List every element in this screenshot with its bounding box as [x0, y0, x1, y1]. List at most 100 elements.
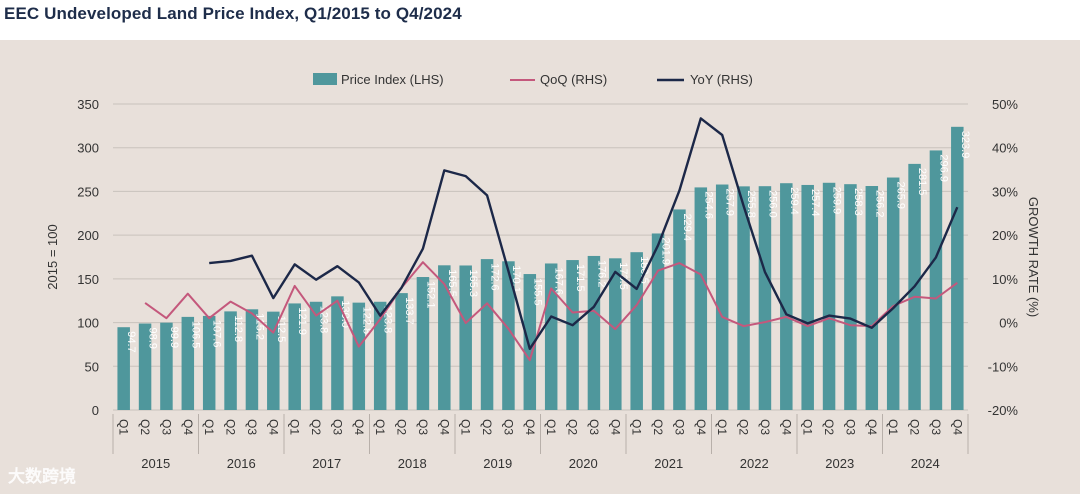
bar-value-label: 172.6 [489, 263, 501, 291]
quarter-label: Q4 [950, 419, 964, 435]
y2-tick-label: -20% [988, 403, 1019, 418]
price-index-bar [523, 274, 537, 410]
y2-tick-label: 10% [992, 272, 1018, 287]
quarter-label: Q2 [566, 419, 580, 435]
y2-tick-label: -10% [988, 359, 1019, 374]
bar-value-label: 165.3 [467, 269, 479, 297]
quarter-label: Q3 [929, 419, 943, 435]
bar-value-label: 171.5 [574, 264, 586, 292]
bar-value-label: 259.4 [788, 187, 800, 215]
price-index-bar [737, 186, 750, 410]
quarter-label: Q3 [330, 419, 344, 435]
quarter-label: Q4 [181, 419, 195, 435]
price-index-bar [587, 255, 601, 410]
quarter-label: Q3 [672, 419, 686, 435]
price-index-bar [309, 301, 323, 410]
price-index-bar [160, 322, 173, 410]
bar-value-label: 98.9 [147, 328, 159, 349]
price-index-bar [245, 309, 259, 410]
quarter-label: Q4 [694, 419, 708, 435]
price-index-bar [609, 258, 622, 410]
bar-value-label: 112.8 [232, 315, 244, 342]
bar-value-label: 265.9 [895, 182, 907, 210]
bar-value-label: 115.2 [253, 313, 265, 340]
price-index-bar [416, 277, 430, 410]
price-index-bar [566, 260, 579, 410]
price-index-bar [373, 301, 387, 410]
year-label: 2020 [569, 456, 598, 471]
quarter-label: Q1 [801, 419, 815, 435]
year-label: 2018 [398, 456, 427, 471]
price-index-bar [951, 126, 964, 411]
year-label: 2017 [312, 456, 341, 471]
legend-label-price-index: Price Index (LHS) [341, 72, 444, 87]
quarter-label: Q4 [608, 419, 622, 435]
bar-value-label: 112.5 [275, 316, 287, 343]
y-tick-label: 200 [77, 228, 99, 243]
price-index-bar [117, 327, 130, 410]
price-index-bar [715, 184, 729, 410]
price-index-bar [651, 233, 665, 410]
bar-value-label: 152.1 [424, 281, 436, 309]
quarter-label: Q2 [480, 419, 494, 435]
y2-tick-label: 50% [992, 97, 1018, 112]
quarter-label: Q2 [395, 419, 409, 435]
quarter-label: Q1 [715, 419, 729, 435]
y-tick-label: 300 [77, 141, 99, 156]
quarter-label: Q4 [779, 419, 793, 435]
price-index-bar [138, 323, 152, 410]
quarter-label: Q4 [523, 419, 537, 435]
price-index-bar [886, 177, 900, 410]
chart-panel: 0 50 100 150 200 250 300 350 -20% -10% 0% 10% 20% 30%… [0, 40, 1080, 494]
yoy-line [209, 117, 959, 350]
quarter-label: Q2 [651, 419, 665, 435]
quarter-label: Q2 [138, 419, 152, 435]
bar-value-label: 121.9 [296, 307, 308, 335]
y-axis-title: 2015 = 100 [45, 224, 60, 289]
bar-value-label: 133.7 [403, 297, 415, 325]
price-index-bar [480, 259, 494, 410]
y-tick-label: 150 [77, 272, 99, 287]
bar-value-label: 258.3 [852, 188, 864, 216]
price-index-bar [331, 296, 344, 410]
bar-value-label: 167.6 [553, 267, 565, 295]
y-tick-label: 0 [92, 403, 99, 418]
bar-value-label: 94.7 [125, 331, 137, 352]
quarter-label: Q1 [630, 419, 644, 435]
y2-tick-label: 20% [992, 228, 1018, 243]
price-index-bar [502, 261, 515, 410]
y2-tick-label: 30% [992, 184, 1018, 199]
chart-svg: 0 50 100 150 200 250 300 350 -20% -10% 0% 10% 20% 30%… [45, 72, 1041, 471]
quarter-label: Q4 [437, 419, 451, 435]
price-index-bar [758, 186, 772, 410]
bar-value-label: 256.2 [873, 190, 885, 218]
quarter-label: Q3 [245, 419, 259, 435]
quarter-label: Q3 [159, 419, 173, 435]
year-label: 2019 [483, 456, 512, 471]
quarter-label: Q3 [587, 419, 601, 435]
quarter-label: Q1 [202, 419, 216, 435]
quarter-label: Q2 [224, 419, 238, 435]
quarter-label: Q1 [288, 419, 302, 435]
bar-value-label: 257.9 [724, 189, 736, 217]
price-index-bar [181, 316, 195, 410]
y2-axis-title: GROWTH RATE (%) [1026, 197, 1041, 317]
quarter-label: Q3 [416, 419, 430, 435]
price-index-bar [395, 293, 408, 410]
quarter-label: Q2 [309, 419, 323, 435]
year-label: 2024 [911, 456, 940, 471]
bar-value-label: 201.9 [660, 237, 672, 265]
watermark: 大数跨境 [8, 467, 76, 486]
bar-value-label: 229.4 [681, 213, 693, 241]
price-index-bar [673, 209, 686, 410]
bar-value-label: 255.8 [745, 190, 757, 218]
price-index-bar [780, 183, 793, 410]
bar-value-label: 259.9 [831, 187, 843, 215]
bar-value-label: 122.8 [360, 307, 372, 335]
y-tick-label: 250 [77, 184, 99, 199]
quarter-label: Q4 [266, 419, 280, 435]
bar-value-label: 176.2 [595, 260, 607, 288]
bar-value-label: 281.5 [916, 168, 928, 196]
bar-value-label: 296.9 [937, 154, 949, 182]
y2-tick-label: 0% [999, 316, 1018, 331]
